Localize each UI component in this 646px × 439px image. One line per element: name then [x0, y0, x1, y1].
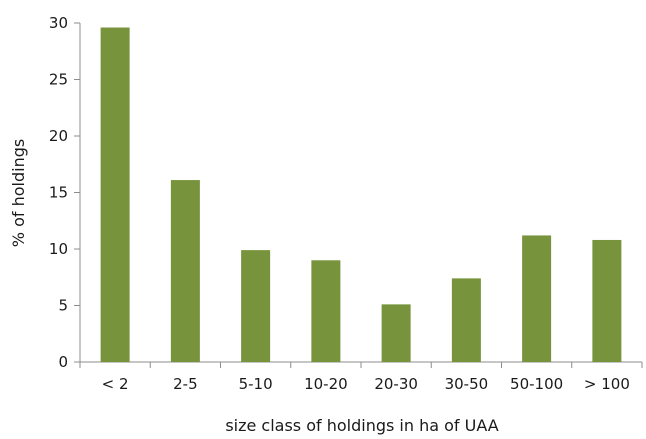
y-tick-label: 25 — [49, 71, 68, 89]
bar-4 — [311, 260, 341, 362]
x-tick-label: 20-30 — [374, 375, 418, 393]
bar-6 — [451, 278, 481, 362]
y-tick-label: 15 — [49, 184, 68, 202]
y-tick-label: 30 — [49, 14, 68, 32]
bar-3 — [241, 250, 271, 362]
y-tick-label: 20 — [49, 127, 68, 145]
y-tick-label: 10 — [49, 240, 68, 258]
y-axis-title: % of holdings — [9, 139, 28, 247]
x-tick-label: 50-100 — [510, 375, 563, 393]
bar-5 — [381, 304, 411, 362]
x-axis-title: size class of holdings in ha of UAA — [225, 416, 498, 435]
x-tick-label: 30-50 — [445, 375, 489, 393]
x-tick-label: 2-5 — [173, 375, 198, 393]
x-tick-label: < 2 — [102, 375, 129, 393]
bar-7 — [522, 235, 552, 362]
bar-8 — [592, 239, 622, 362]
y-tick-label: 0 — [58, 353, 68, 371]
x-tick-label: 10-20 — [304, 375, 348, 393]
x-tick-label: > 100 — [584, 375, 630, 393]
y-tick-label: 5 — [58, 297, 68, 315]
x-tick-label: 5-10 — [239, 375, 273, 393]
bar-1 — [100, 27, 130, 363]
plot-area: 0 5 10 15 20 25 30 < 2 2-5 5-10 10-20 20-30 30-50 50-… — [49, 14, 643, 393]
bar-2 — [170, 180, 200, 362]
